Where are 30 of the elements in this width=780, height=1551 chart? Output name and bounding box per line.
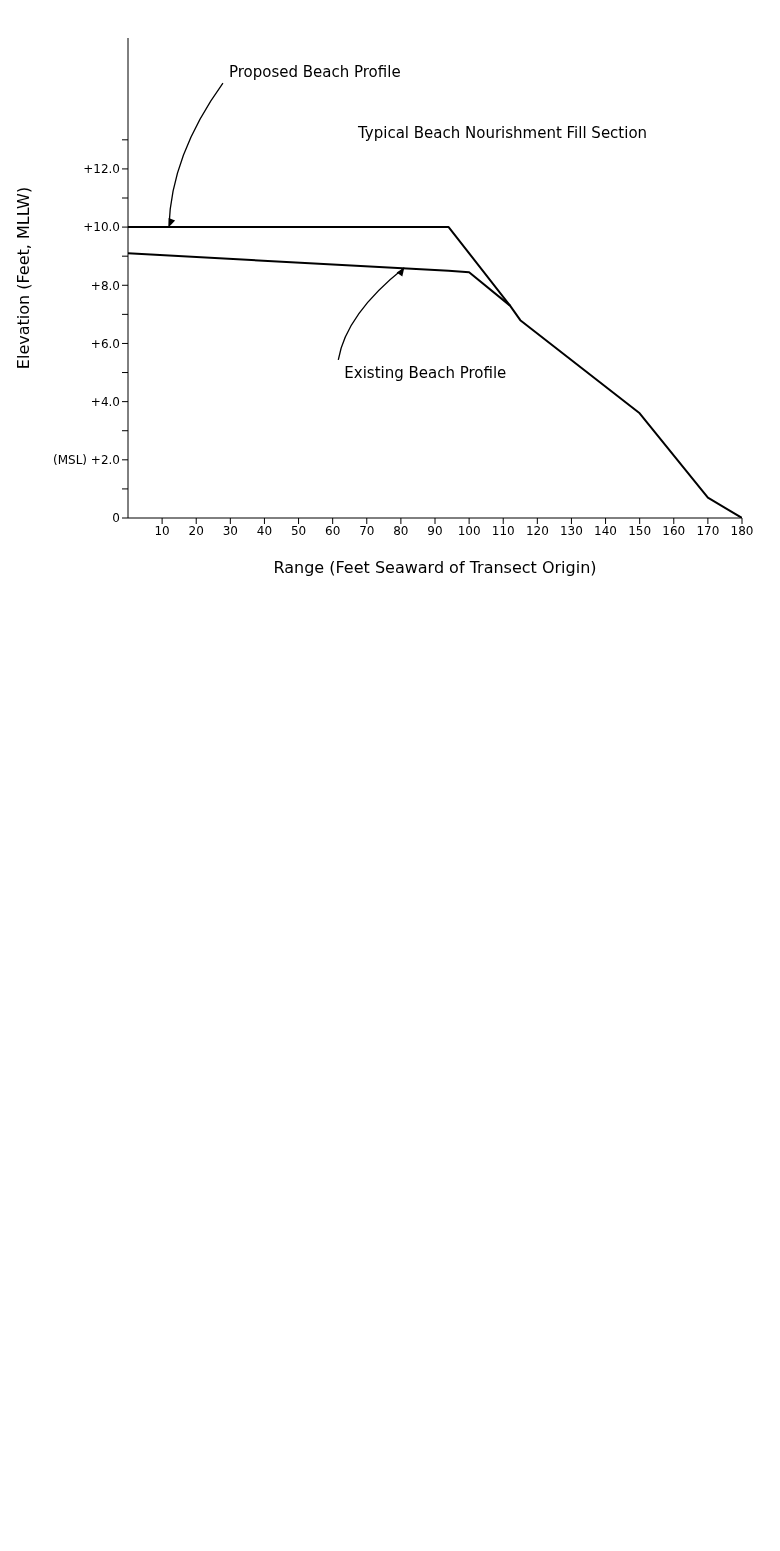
- annotation: Proposed Beach Profile: [228, 63, 401, 82]
- x-tick-label: 160: [662, 523, 686, 538]
- y-tick-label: +6.0: [90, 336, 120, 351]
- y-tick-label: +10.0: [83, 220, 120, 235]
- x-tick-label: 140: [594, 523, 618, 538]
- x-tick-label: 20: [188, 523, 204, 538]
- x-tick-label: 130: [559, 523, 583, 538]
- y-tick-label: +4.0: [90, 394, 120, 409]
- x-tick-label: 120: [525, 523, 549, 538]
- x-tick-label: 80: [393, 523, 409, 538]
- x-tick-label: 100: [457, 523, 481, 538]
- x-tick-label: 90: [427, 523, 443, 538]
- x-tick-label: 60: [325, 523, 341, 538]
- y-axis-title: Elevation (Feet, MLLW): [13, 186, 33, 370]
- y-tick-label: 0: [112, 511, 120, 526]
- x-tick-label: 30: [222, 523, 238, 538]
- y-tick-label: +12.0: [83, 162, 120, 177]
- x-tick-label: 170: [696, 523, 720, 538]
- y-tick-label: (MSL) +2.0: [53, 453, 120, 468]
- x-tick-label: 110: [491, 523, 515, 538]
- x-tick-label: 180: [730, 523, 754, 538]
- annotation: Existing Beach Profile: [344, 363, 507, 382]
- x-tick-label: 40: [256, 523, 273, 538]
- y-tick-label: +8.0: [90, 278, 120, 293]
- x-tick-label: 10: [154, 523, 170, 538]
- annotation: Typical Beach Nourishment Fill Section: [357, 124, 648, 142]
- x-tick-label: 50: [290, 523, 307, 538]
- x-tick-label: 70: [359, 523, 375, 538]
- x-axis-title: Range (Feet Seaward of Transect Origin): [273, 558, 597, 577]
- x-tick-label: 150: [628, 523, 652, 538]
